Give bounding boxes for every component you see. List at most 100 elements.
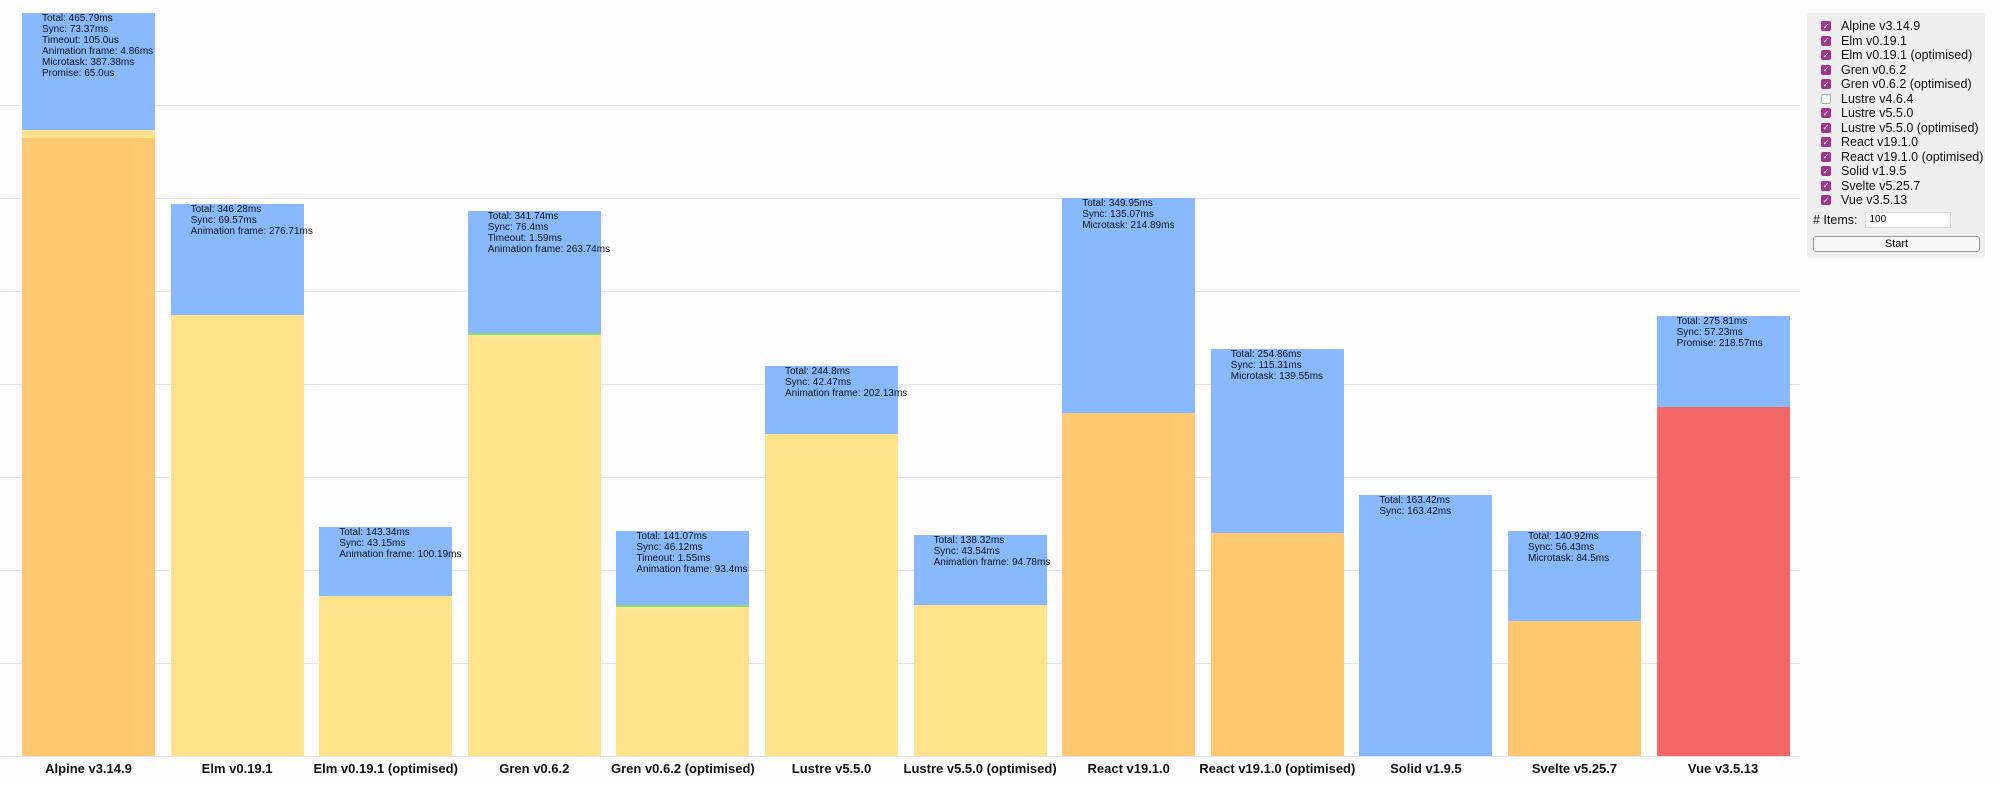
bar-segment-sync	[1210, 349, 1344, 534]
gridline	[0, 477, 1800, 478]
framework-option[interactable]: ✓ Elm v0.19.1	[1821, 34, 1985, 49]
start-button[interactable]: Start	[1813, 235, 1980, 252]
option-label: Svelte v5.25.7	[1841, 178, 1921, 193]
option-label: Gren v0.6.2 (optimised)	[1841, 77, 1972, 92]
tooltip-line: Total: 254.86ms	[1230, 349, 1302, 361]
x-tick-label: Lustre v5.5.0 (optimised)	[903, 761, 1057, 776]
option-label: Alpine v3.14.9	[1841, 19, 1921, 34]
tooltip-line: Total: 275.81ms	[1676, 316, 1748, 328]
checkbox[interactable]: ✓	[1821, 50, 1831, 61]
x-tick-label: Svelte v5.25.7	[1531, 761, 1618, 776]
tooltip-line: Promise: 65.0us	[42, 68, 115, 79]
checkbox[interactable]: ✓	[1821, 122, 1831, 133]
tooltip-line: Total: 465.79ms	[42, 13, 113, 24]
option-label: Lustre v5.5.0 (optimised)	[1841, 120, 1979, 135]
tooltip-line: Sync: 43.15ms	[339, 538, 406, 550]
framework-options: ✓ Alpine v3.14.9 ✓ Elm v0.19.1 ✓ Elm v0.19.1 …	[1807, 13, 1985, 208]
bar-segment-microtask	[1210, 533, 1344, 756]
tooltip-line: Sync: 46.12ms	[636, 541, 703, 553]
tooltip-line: Microtask: 214.89ms	[1082, 219, 1175, 231]
bar-segment-sync	[467, 210, 601, 333]
bar-tooltip: Total: 346.28ms Sync: 69.57ms Animation fr…	[191, 204, 313, 237]
tooltip-line: Sync: 43.54ms	[933, 546, 1000, 558]
items-label: # Items:	[1813, 212, 1858, 227]
gridline	[0, 291, 1800, 292]
tooltip-line: Total: 143.34ms	[339, 527, 410, 539]
bar-segment-animation-frame	[913, 604, 1047, 756]
bar-tooltip: Total: 143.34ms Sync: 43.15ms Animation fr…	[339, 527, 461, 560]
checkbox[interactable]: ✓	[1821, 35, 1831, 46]
tooltip-line: Sync: 57.23ms	[1676, 327, 1743, 339]
bar-segment-sync	[319, 527, 453, 597]
tooltip-line: Sync: 76.4ms	[487, 221, 549, 233]
bar: Total: 254.86ms Sync: 115.31ms Microtask: …	[1210, 349, 1344, 756]
tooltip-line: Animation frame: 263.74ms	[487, 243, 611, 255]
checkbox[interactable]: ✓	[1821, 151, 1831, 162]
framework-option[interactable]: ✓ Gren v0.6.2 (optimised)	[1821, 77, 1985, 92]
framework-option[interactable]: ✓ React v19.1.0 (optimised)	[1821, 150, 1985, 165]
framework-option[interactable]: ✓ Lustre v5.5.0	[1821, 106, 1985, 121]
gridline	[0, 198, 1800, 199]
bar-tooltip: Total: 244.8ms Sync: 42.47ms Animation fra…	[785, 366, 907, 399]
checkbox[interactable]: ✓	[1821, 64, 1831, 75]
tooltip-line: Animation frame: 276.71ms	[190, 225, 313, 237]
bar-tooltip: Total: 275.81ms Sync: 57.23ms Promise: 218…	[1677, 316, 1763, 349]
framework-option[interactable]: ✓ Alpine v3.14.9	[1821, 19, 1985, 34]
tooltip-line: Sync: 115.31ms	[1230, 360, 1302, 372]
tooltip-line: Total: 163.42ms	[1379, 495, 1450, 507]
bar-segment-promise	[1656, 407, 1790, 756]
option-label: Elm v0.19.1	[1841, 33, 1908, 48]
checkbox[interactable]: ✓	[1821, 137, 1831, 148]
checkbox[interactable]: ✓	[1821, 195, 1831, 206]
bar-segment-sync	[1359, 495, 1493, 756]
tooltip-line: Total: 349.95ms	[1082, 197, 1153, 209]
bar-tooltip: Total: 254.86ms Sync: 115.31ms Microtask: …	[1231, 349, 1323, 382]
bar-segment-microtask	[22, 137, 155, 756]
checkbox[interactable]: ✓	[1821, 166, 1831, 177]
tooltip-line: Sync: 56.43ms	[1528, 542, 1595, 554]
x-tick-label: Elm v0.19.1	[201, 761, 273, 776]
bar-tooltip: Total: 138.32ms Sync: 43.54ms Animation fr…	[934, 535, 1051, 568]
checkbox[interactable]: ✓	[1821, 180, 1831, 191]
items-row: # Items:	[1813, 211, 1985, 228]
option-label: Lustre v4.6.4	[1841, 91, 1914, 106]
checkbox[interactable]: ✓	[1821, 21, 1831, 32]
option-label: Vue v3.5.13	[1841, 193, 1908, 208]
items-input[interactable]	[1865, 211, 1952, 228]
framework-option[interactable]: Lustre v4.6.4	[1821, 92, 1985, 107]
framework-option[interactable]: ✓ Elm v0.19.1 (optimised)	[1821, 48, 1985, 63]
bar: Total: 141.07ms Sync: 46.12ms Timeout: 1.5…	[616, 530, 750, 756]
bar: Total: 275.81ms Sync: 57.23ms Promise: 218…	[1656, 316, 1790, 756]
bar-tooltip: Total: 141.07ms Sync: 46.12ms Timeout: 1.5…	[636, 531, 747, 575]
tooltip-line: Sync: 69.57ms	[190, 214, 257, 226]
tooltip-line: Total: 244.8ms	[785, 365, 851, 377]
tooltip-line: Sync: 42.47ms	[785, 376, 852, 388]
tooltip-line: Microtask: 387.38ms	[42, 57, 135, 68]
gridline	[0, 105, 1800, 106]
framework-option[interactable]: ✓ Vue v3.5.13	[1821, 193, 1985, 208]
checkbox[interactable]	[1821, 93, 1831, 104]
bar-segment-sync	[616, 530, 750, 605]
option-label: Elm v0.19.1 (optimised)	[1841, 48, 1973, 63]
x-tick-label: Lustre v5.5.0	[791, 761, 872, 776]
bar-segment-sync	[765, 365, 898, 434]
bar-segment-animation-frame	[765, 433, 898, 756]
tooltip-line: Total: 341.74ms	[487, 210, 559, 222]
gridline	[0, 663, 1800, 664]
framework-option[interactable]: ✓ Svelte v5.25.7	[1821, 179, 1985, 194]
x-tick-label: Elm v0.19.1 (optimised)	[313, 761, 458, 776]
bar: Total: 163.42ms Sync: 163.42ms	[1359, 495, 1493, 756]
checkbox[interactable]: ✓	[1821, 108, 1831, 119]
framework-option[interactable]: ✓ Lustre v5.5.0 (optimised)	[1821, 121, 1985, 136]
option-label: Gren v0.6.2	[1841, 62, 1907, 77]
bar-segment-sync	[913, 535, 1047, 605]
bar-segment-sync	[170, 203, 304, 315]
framework-option[interactable]: ✓ Gren v0.6.2	[1821, 63, 1985, 78]
tooltip-line: Sync: 73.37ms	[42, 24, 109, 35]
checkbox[interactable]: ✓	[1821, 79, 1831, 90]
framework-option[interactable]: ✓ React v19.1.0	[1821, 135, 1985, 150]
bar: Total: 346.28ms Sync: 69.57ms Animation fr…	[170, 203, 313, 756]
framework-option[interactable]: ✓ Solid v1.9.5	[1821, 164, 1985, 179]
x-tick-label: Gren v0.6.2 (optimised)	[611, 761, 755, 776]
x-tick-label: Gren v0.6.2	[499, 761, 570, 776]
